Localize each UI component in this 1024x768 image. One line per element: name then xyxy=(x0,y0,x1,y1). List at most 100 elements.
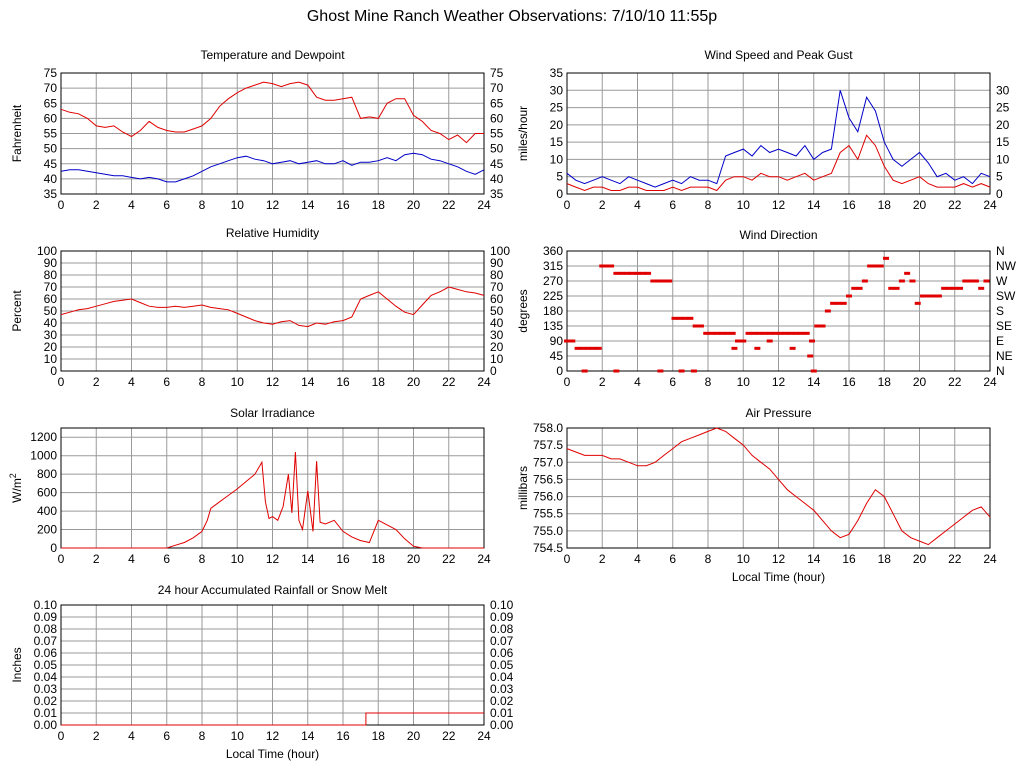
solar-ytick-label: 0 xyxy=(50,541,57,555)
pressure-xtick-label: 14 xyxy=(807,552,821,566)
winddir-point xyxy=(660,279,667,283)
solar-xtick-label: 10 xyxy=(231,552,245,566)
solar-xtick-label: 12 xyxy=(266,552,280,566)
temp-xtick-label: 16 xyxy=(336,198,350,212)
winddir-point xyxy=(581,369,588,373)
winddir-point xyxy=(666,279,673,283)
winddir-point xyxy=(824,309,831,313)
rain-xtick-label: 8 xyxy=(199,729,206,743)
wind-xtick-label: 16 xyxy=(842,198,856,212)
humidity-xtick-label: 16 xyxy=(336,375,350,389)
winddir-point xyxy=(655,279,662,283)
winddir-point xyxy=(930,294,937,298)
winddir-point xyxy=(766,331,773,335)
winddir-ytick-label: 90 xyxy=(550,334,564,348)
winddir-ytick-label: 360 xyxy=(543,244,563,258)
winddir-point xyxy=(650,279,657,283)
temp-right-tick-label: 75 xyxy=(490,66,504,80)
winddir-point xyxy=(777,331,784,335)
winddir-ytick-label: 225 xyxy=(543,289,563,303)
rain-right-tick-label: 0.07 xyxy=(490,634,514,648)
solar-xtick-label: 16 xyxy=(336,552,350,566)
winddir-point xyxy=(623,271,630,275)
wind-xtick-label: 22 xyxy=(948,198,962,212)
winddir-point xyxy=(793,331,800,335)
winddir-point xyxy=(703,331,710,335)
wind-right-tick-label: 0 xyxy=(996,187,1003,201)
temp-xtick-label: 6 xyxy=(163,198,170,212)
wind-xtick-label: 8 xyxy=(705,198,712,212)
temp-xtick-label: 10 xyxy=(231,198,245,212)
winddir-point xyxy=(789,346,796,350)
winddir-point xyxy=(803,331,810,335)
temp-xtick-label: 22 xyxy=(442,198,456,212)
humidity-ytick-label: 10 xyxy=(44,352,58,366)
rain-xtick-label: 18 xyxy=(372,729,386,743)
rain-right-tick-label: 0.00 xyxy=(490,718,514,732)
winddir-point xyxy=(682,316,689,320)
winddir-point xyxy=(590,346,597,350)
humidity-ylabel: Percent xyxy=(10,290,24,332)
pressure-xtick-label: 0 xyxy=(564,552,571,566)
winddir-xtick-label: 4 xyxy=(634,375,641,389)
pressure-ytick-label: 756.5 xyxy=(533,472,563,486)
temp-xtick-label: 4 xyxy=(128,198,135,212)
winddir-point xyxy=(745,331,752,335)
humidity-xtick-label: 4 xyxy=(128,375,135,389)
temp-right-tick-label: 45 xyxy=(490,157,504,171)
pressure-ytick-label: 758.0 xyxy=(533,421,563,435)
winddir-xtick-label: 20 xyxy=(913,375,927,389)
solar-series-line xyxy=(61,451,484,549)
winddir-point xyxy=(883,256,890,260)
humidity-xtick-label: 8 xyxy=(199,375,206,389)
temp-ytick-label: 45 xyxy=(44,157,58,171)
wind-xtick-label: 0 xyxy=(564,198,571,212)
winddir-point xyxy=(904,271,911,275)
winddir-point xyxy=(920,294,927,298)
temp-right-tick-label: 40 xyxy=(490,172,504,186)
humidity-xtick-label: 12 xyxy=(266,375,280,389)
winddir-ylabel: degrees xyxy=(516,289,530,332)
winddir-point xyxy=(819,324,826,328)
temp-xtick-label: 2 xyxy=(93,198,100,212)
winddir-point xyxy=(671,316,678,320)
humidity-right-tick-label: 50 xyxy=(490,304,504,318)
solar-ytick-label: 600 xyxy=(37,486,57,500)
winddir-point xyxy=(972,279,979,283)
winddir-point xyxy=(676,316,683,320)
winddir-point xyxy=(719,331,726,335)
rain-right-tick-label: 0.02 xyxy=(490,694,514,708)
wind-frame xyxy=(566,72,991,195)
wind-right-tick-label: 20 xyxy=(996,118,1010,132)
winddir-title: Wind Direction xyxy=(739,228,817,242)
winddir-point xyxy=(835,301,842,305)
winddir-point xyxy=(766,339,773,343)
winddir-point xyxy=(872,264,879,268)
humidity-right-tick-label: 10 xyxy=(490,352,504,366)
winddir-point xyxy=(946,286,953,290)
winddir-xtick-label: 2 xyxy=(599,375,606,389)
humidity-ytick-label: 30 xyxy=(44,328,58,342)
rain-right-tick-label: 0.08 xyxy=(490,622,514,636)
rain-right-tick-label: 0.04 xyxy=(490,670,514,684)
winddir-point xyxy=(645,271,652,275)
humidity-ytick-label: 60 xyxy=(44,292,58,306)
winddir-right-tick-label: S xyxy=(996,304,1004,318)
wind-xtick-label: 24 xyxy=(983,198,997,212)
rain-ytick-label: 0.07 xyxy=(34,634,58,648)
pressure-xtick-label: 18 xyxy=(878,552,892,566)
temp-ylabel: Fahrenheit xyxy=(10,104,24,162)
humidity-title: Relative Humidity xyxy=(226,226,319,240)
winddir-point xyxy=(909,279,916,283)
winddir-point xyxy=(787,331,794,335)
rain-ytick-label: 0.06 xyxy=(34,646,58,660)
humidity-right-tick-label: 30 xyxy=(490,328,504,342)
temp-series-line xyxy=(60,152,485,183)
temp-right-tick-label: 60 xyxy=(490,111,504,125)
pressure-series-line xyxy=(566,427,991,546)
winddir-point xyxy=(846,294,852,298)
humidity-xtick-label: 6 xyxy=(163,375,170,389)
temp-ytick-label: 60 xyxy=(44,111,58,125)
